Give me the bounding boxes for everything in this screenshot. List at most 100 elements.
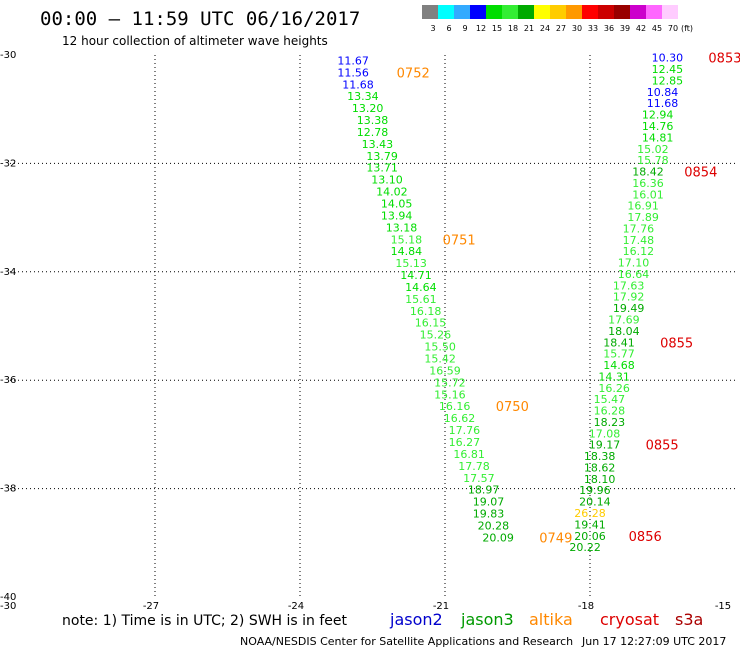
satellite-legend-altika: altika [529,610,573,629]
wave-height-value: 16.01 [632,188,664,201]
colorbar-swatch [486,5,502,19]
wave-height-value: 16.26 [598,382,630,395]
pass-time-label: 0856 [629,530,662,545]
x-tick-label: -21 [433,601,449,612]
wave-height-value: 14.64 [405,281,437,294]
wave-height-value: 15.78 [637,154,669,167]
wave-height-value: 19.07 [473,496,505,509]
wave-height-value: 15.42 [424,353,456,366]
wave-height-value: 13.20 [352,102,384,115]
colorbar-swatch [614,5,630,19]
wave-height-value: 17.76 [623,222,655,235]
colorbar-swatch [550,5,566,19]
colorbar-label: 27 [556,24,566,33]
wave-height-value: 19.17 [589,439,621,452]
wave-height-value: 15.50 [424,341,456,354]
wave-height-value: 14.81 [642,131,674,144]
colorbar-swatch [438,5,454,19]
colorbar-swatch [582,5,598,19]
wave-height-value: 11.68 [342,78,374,91]
wave-height-value: 19.96 [579,484,611,497]
y-tick-label: -30 [0,50,16,61]
colorbar-label: 18 [508,24,518,33]
colorbar-swatch [662,5,678,19]
colorbar-label: 30 [572,24,582,33]
colorbar-label: 9 [462,24,467,33]
wave-height-value: 13.94 [381,209,413,222]
time-labels: 0752 0751 0750 0749 0853 0854 0855 0855 0856 [397,52,740,547]
grid-lines [10,55,735,597]
wave-height-value: 17.10 [618,257,650,270]
colorbar-label: 3 [430,24,435,33]
wave-height-value: 20.09 [482,531,514,544]
wave-height-value: 10.30 [652,52,684,65]
wave-height-value: 14.71 [400,269,432,282]
pass-time-label: 0749 [539,531,572,546]
colorbar-label: 6 [446,24,451,33]
colorbar-label: 45 [652,24,662,33]
colorbar-label: 70 [668,24,678,33]
colorbar-swatch [534,5,550,19]
colorbar-label: 15 [492,24,502,33]
wave-height-value: 12.85 [652,74,684,87]
wave-height-value: 11.68 [647,97,679,110]
wave-height-value: 17.57 [463,472,495,485]
wave-height-value: 18.10 [584,473,616,486]
wave-height-value: 13.79 [366,150,398,163]
footer-credit: NOAA/NESDIS Center for Satellite Applica… [240,635,573,648]
colorbar-swatch [630,5,646,19]
pass-time-label: 0855 [660,336,693,351]
wave-height-value: 18.97 [468,484,500,497]
wave-height-value: 16.28 [594,405,626,418]
satellite-legend: jason2 jason3 altika cryosat s3a [389,610,703,629]
colorbar-label: 12 [476,24,486,33]
wave-height-value: 13.71 [366,162,398,175]
wave-height-value: 17.08 [589,427,621,440]
colorbar-label: 21 [524,24,534,33]
wave-height-value: 16.91 [627,200,659,213]
wave-height-value: 16.27 [449,436,481,449]
wave-height-value: 16.62 [444,412,476,425]
satellite-legend-jason2: jason2 [389,610,443,629]
wave-height-value: 16.59 [429,364,461,377]
wave-height-value: 20.22 [569,541,601,554]
colorbar-swatch [598,5,614,19]
colorbar-swatch [518,5,534,19]
wave-height-value: 17.89 [627,211,659,224]
x-tick-label: -30 [0,601,16,612]
wave-height-value: 12.78 [357,126,389,139]
wave-height-value: 13.34 [347,90,379,103]
colorbar-label: 36 [604,24,614,33]
wave-height-value: 15.47 [594,393,626,406]
wave-height-value: 20.14 [579,496,611,509]
wave-height-value: 18.38 [584,450,616,463]
y-tick-label: -36 [0,375,16,386]
pass-time-label: 0855 [646,439,679,454]
wave-height-value: 15.72 [434,376,466,389]
wave-height-value: 13.38 [357,114,389,127]
wave-height-value: 16.81 [453,448,485,461]
colorbar-swatch [646,5,662,19]
wave-height-value: 14.84 [391,245,423,258]
satellite-legend-s3a: s3a [675,610,703,629]
wave-height-value: 17.69 [608,313,640,326]
wave-height-value: 18.23 [594,416,626,429]
wave-height-value: 26.28 [574,507,606,520]
wave-height-value: 15.61 [405,293,437,306]
track-values: 11.6711.5611.6813.3413.2013.3812.7813.43… [337,52,683,554]
pass-time-label: 0751 [443,233,476,248]
x-tick-label: -27 [143,601,159,612]
wave-height-value: 17.48 [623,234,655,247]
wave-height-value: 18.62 [584,461,616,474]
wave-height-value: 14.68 [603,359,635,372]
wave-height-value: 17.63 [613,279,645,292]
wave-height-value: 12.94 [642,109,674,122]
footer-note: note: 1) Time is in UTC; 2) SWH is in fe… [62,613,348,629]
wave-height-value: 14.31 [598,370,630,383]
wave-height-value: 16.12 [623,245,655,258]
colorbar-label: 33 [588,24,598,33]
wave-height-value: 15.02 [637,143,669,156]
wave-height-value: 13.18 [386,221,418,234]
colorbar-legend: 3 6 9 12 15 18 21 24 27 30 33 36 39 42 45 70 (ft) [422,5,693,33]
